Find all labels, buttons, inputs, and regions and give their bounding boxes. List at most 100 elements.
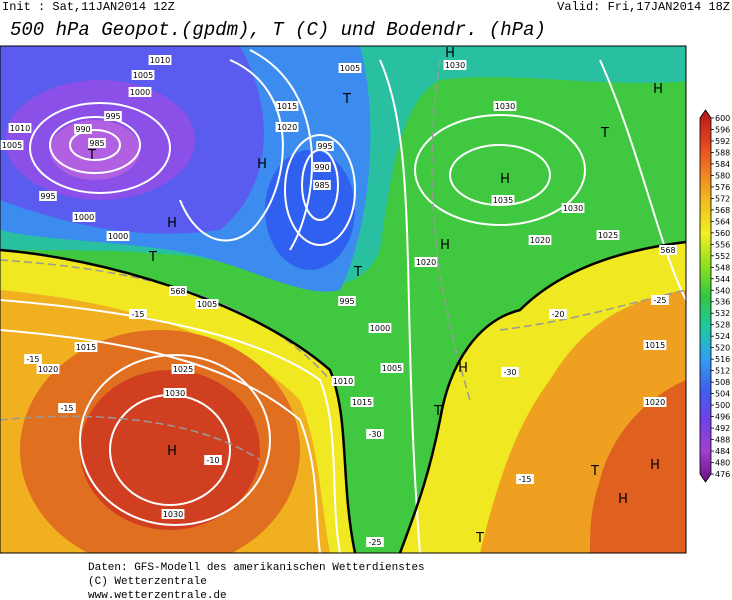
contour-label: 1020 [38, 365, 58, 374]
contour-label: 985 [314, 181, 329, 190]
contour-label: 1015 [277, 102, 297, 111]
label-box [163, 388, 187, 398]
contour-label: 1005 [340, 64, 360, 73]
label-box [443, 60, 467, 70]
label-box [58, 403, 76, 413]
contour-label: 990 [75, 125, 90, 134]
contour-label: 990 [314, 163, 329, 172]
contour-label: 568 [170, 287, 185, 296]
footer-source: Daten: GFS-Modell des amerikanischen Wet… [88, 562, 425, 574]
contour-label: 1000 [130, 88, 150, 97]
label-box [74, 124, 92, 134]
pressure-center: H [618, 492, 628, 507]
contour-label: -15 [26, 355, 39, 364]
pressure-center: H [167, 216, 177, 231]
pressure-center: H [458, 361, 468, 376]
colorbar-label: 528 [715, 321, 730, 330]
colorbar-label: 520 [715, 344, 730, 353]
pressure-center: T [600, 126, 609, 141]
pressure-center: H [500, 172, 510, 187]
colorbar-label: 484 [715, 447, 730, 456]
contour-label: -30 [368, 430, 381, 439]
contour-label: -25 [653, 296, 666, 305]
footer-url: www.wetterzentrale.de [88, 590, 227, 600]
contour-label: 1035 [493, 196, 513, 205]
colorbar-label: 544 [715, 275, 730, 284]
label-box [491, 195, 515, 205]
pressure-center: T [342, 92, 351, 107]
label-box [8, 123, 32, 133]
colorbar-label: 576 [715, 183, 730, 192]
label-box [313, 162, 331, 172]
colorbar-label: 504 [715, 390, 730, 399]
contour-label: 985 [89, 139, 104, 148]
pressure-center: T [475, 531, 484, 546]
pressure-center: T [433, 404, 442, 419]
footer-copyright: (C) Wetterzentrale [88, 576, 207, 588]
contour-label: 1020 [645, 398, 665, 407]
colorbar-label: 552 [715, 252, 730, 261]
label-box [528, 235, 552, 245]
label-box [195, 299, 219, 309]
label-box [129, 309, 147, 319]
colorbar-label: 560 [715, 229, 730, 238]
contour-label: 1005 [197, 300, 217, 309]
label-box [350, 397, 374, 407]
colorbar-label: 536 [715, 298, 730, 307]
label-box [501, 367, 519, 377]
colorbar-label: 580 [715, 171, 730, 180]
label-box [561, 203, 585, 213]
label-box [338, 296, 356, 306]
contour-label: 1030 [563, 204, 583, 213]
contour-label: 995 [317, 142, 332, 151]
label-box [88, 138, 106, 148]
region-hottest-left [80, 370, 260, 530]
contour-label: 1020 [416, 258, 436, 267]
pressure-center: H [653, 82, 663, 97]
label-box [313, 180, 331, 190]
region-hot-right [590, 380, 686, 553]
label-box [316, 141, 334, 151]
colorbar-label: 500 [715, 401, 730, 410]
pressure-center: H [445, 46, 455, 61]
label-box [651, 295, 669, 305]
contour-label: 995 [339, 297, 354, 306]
label-box [36, 364, 60, 374]
colorbar-label: 564 [715, 217, 730, 226]
contour-label: -20 [551, 310, 564, 319]
label-box [549, 309, 567, 319]
contour-label: 1010 [10, 124, 30, 133]
region-core [50, 120, 140, 180]
contour-label: 1000 [74, 213, 94, 222]
colorbar-label: 568 [715, 206, 730, 215]
colorbar-label: 532 [715, 309, 730, 318]
label-box [74, 342, 98, 352]
colorbar-label: 480 [715, 459, 730, 468]
label-box [104, 111, 122, 121]
colorbar-label: 524 [715, 332, 730, 341]
init-time: Init : Sat,11JAN2014 12Z [2, 0, 175, 14]
contour-label: -15 [60, 404, 73, 413]
colorbar-label: 600 [715, 114, 730, 123]
pressure-center: H [167, 444, 177, 459]
colorbar-label: 508 [715, 378, 730, 387]
contour-label: -10 [206, 456, 219, 465]
contour-label: 1030 [165, 389, 185, 398]
label-box [331, 376, 355, 386]
label-box [643, 340, 667, 350]
contour-label: 1015 [352, 398, 372, 407]
region-trough [265, 150, 355, 270]
pressure-center: T [590, 464, 599, 479]
contour-label: -25 [368, 538, 381, 547]
label-box [161, 509, 185, 519]
contour-label: 1030 [163, 510, 183, 519]
label-box [596, 230, 620, 240]
label-box [366, 429, 384, 439]
colorbar-label: 496 [715, 413, 730, 422]
colorbar-label: 516 [715, 355, 730, 364]
colorbar-label: 588 [715, 148, 730, 157]
contour-label: 1005 [2, 141, 22, 150]
contour-label: -30 [503, 368, 516, 377]
